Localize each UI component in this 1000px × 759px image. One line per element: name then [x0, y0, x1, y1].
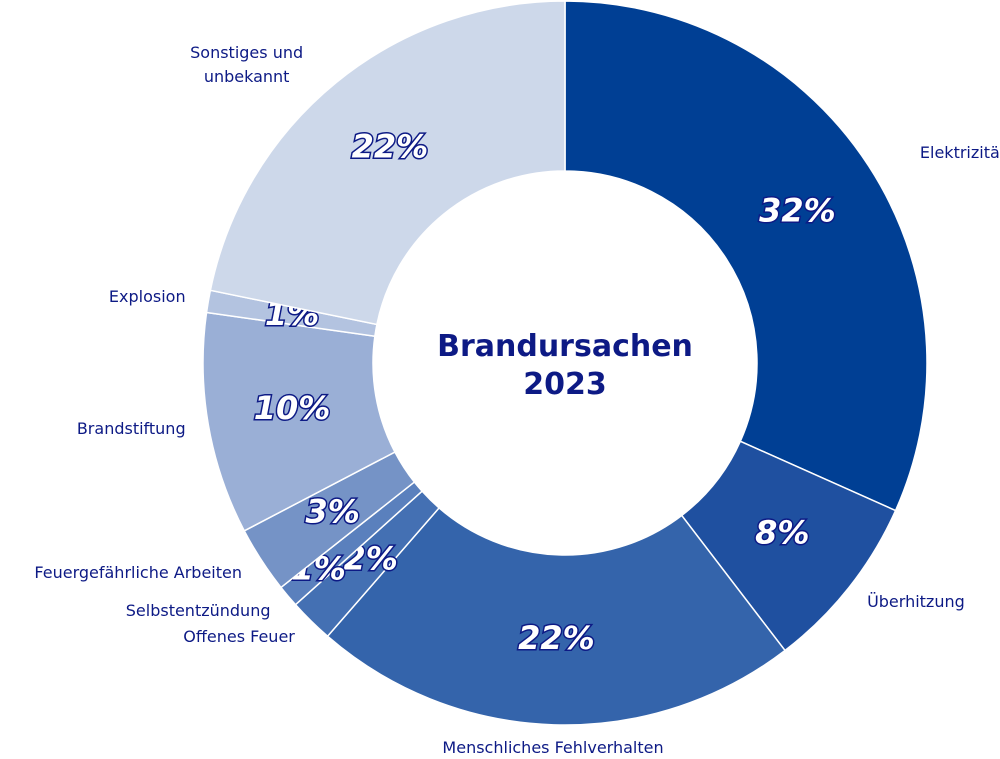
donut-slice: [564, 0, 928, 512]
category-label: Selbstentzündung: [125, 600, 271, 620]
category-label: Brandstiftung: [76, 418, 186, 438]
value-label: 22%: [518, 619, 595, 657]
value-label: 10%: [254, 389, 331, 427]
category-label: Menschliches Fehlverhalten: [442, 737, 664, 757]
category-label: Überhitzung: [867, 591, 965, 611]
donut-slice: [209, 0, 566, 326]
category-label: Sonstiges und unbekannt: [190, 42, 304, 86]
value-label: 3%: [305, 493, 359, 531]
category-label: Explosion: [108, 287, 186, 307]
category-label: Offenes Feuer: [183, 627, 295, 647]
value-label: 22%: [352, 127, 429, 165]
chart-title: Brandursachen 2023: [437, 329, 693, 402]
value-label: 8%: [755, 514, 809, 552]
category-label: Feuergefährliche Arbeiten: [34, 562, 242, 582]
donut-slice: [326, 506, 787, 726]
category-label: Elektrizität: [919, 143, 1000, 163]
value-label: 32%: [759, 191, 836, 229]
